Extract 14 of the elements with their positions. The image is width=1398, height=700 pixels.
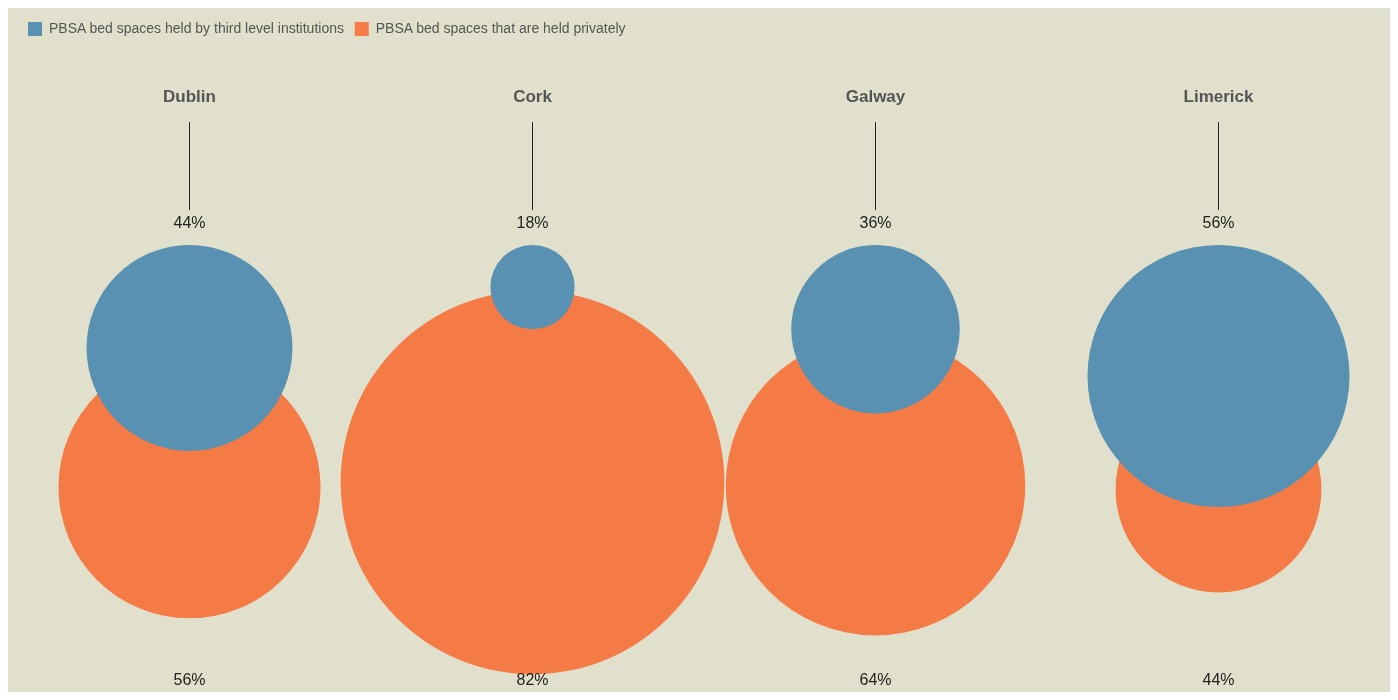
legend-label: PBSA bed spaces that are held privately — [375, 19, 626, 36]
data-label: 44% — [1202, 671, 1235, 689]
data-label: 64% — [859, 671, 892, 689]
category-label: Cork — [513, 86, 553, 106]
data-label: 18% — [516, 214, 549, 232]
data-label: 56% — [1202, 214, 1235, 232]
data-label: 44% — [173, 214, 206, 232]
data-label: 36% — [859, 214, 892, 232]
data-label: 82% — [516, 671, 549, 689]
category-label: Galway — [845, 86, 906, 106]
category-label: Dublin — [163, 86, 216, 106]
legend-label: PBSA bed spaces held by third level institutions — [49, 19, 344, 36]
data-label: 56% — [173, 671, 206, 689]
category-label: Limerick — [1183, 86, 1254, 106]
